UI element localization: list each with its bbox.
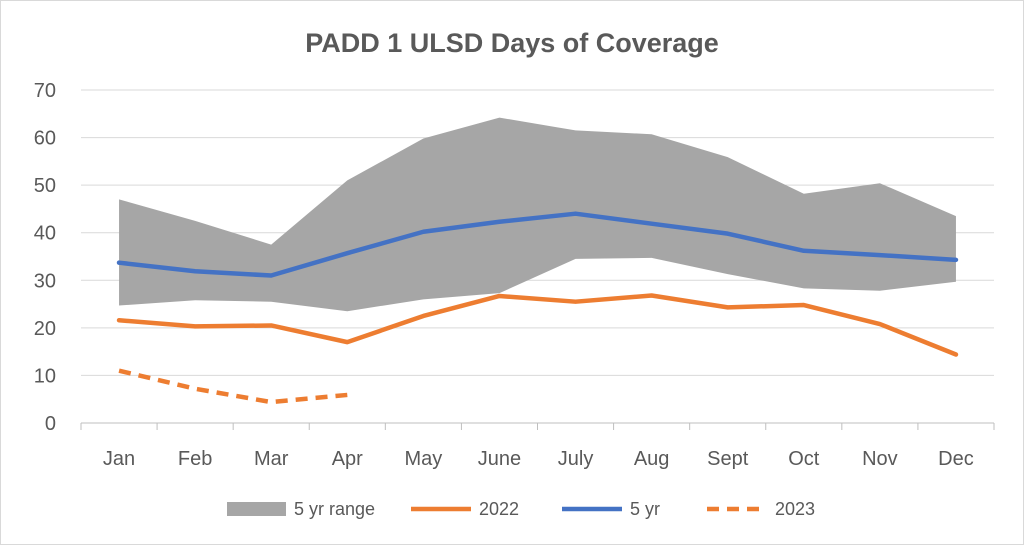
x-tick-label: Nov xyxy=(862,448,898,470)
y-tick-label: 40 xyxy=(34,223,56,245)
legend: 5 yr range 2022 5 yr 2023 xyxy=(227,499,815,519)
range-band-layer xyxy=(119,117,956,312)
y-axis-ticks: 0 10 20 30 40 50 60 70 xyxy=(34,80,56,435)
legend-label: 2023 xyxy=(775,499,815,519)
x-tick-label: May xyxy=(404,448,442,470)
y-tick-label: 50 xyxy=(34,175,56,197)
axes xyxy=(80,422,995,430)
legend-swatch-range xyxy=(227,502,286,516)
y-tick-label: 60 xyxy=(34,128,56,150)
x-tick-label: Mar xyxy=(254,448,289,470)
y-tick-label: 20 xyxy=(34,318,56,340)
range-band-area xyxy=(119,117,956,312)
x-tick-label: Jan xyxy=(103,448,135,470)
y-tick-label: 70 xyxy=(34,80,56,102)
series-layer xyxy=(116,211,959,405)
y-tick-label: 10 xyxy=(34,365,56,387)
x-tick-label: Aug xyxy=(634,448,670,470)
chart-title: PADD 1 ULSD Days of Coverage xyxy=(305,28,719,58)
x-axis-ticks: Jan Feb Mar Apr May June July Aug Sept Oct Nov Dec xyxy=(103,448,974,470)
y-tick-label: 30 xyxy=(34,270,56,292)
x-tick-label: Dec xyxy=(938,448,974,470)
x-tick-label: June xyxy=(478,448,521,470)
x-tick-label: July xyxy=(558,448,594,470)
legend-label: 2022 xyxy=(479,499,519,519)
series-line-1 xyxy=(116,293,959,357)
y-tick-label: 0 xyxy=(45,413,56,435)
legend-label: 5 yr xyxy=(630,499,660,519)
x-tick-label: Oct xyxy=(788,448,820,470)
x-tick-label: Feb xyxy=(178,448,212,470)
x-tick-label: Sept xyxy=(707,448,749,470)
x-tick-label: Apr xyxy=(332,448,363,470)
legend-label: 5 yr range xyxy=(294,499,375,519)
series-line-2 xyxy=(116,211,959,278)
